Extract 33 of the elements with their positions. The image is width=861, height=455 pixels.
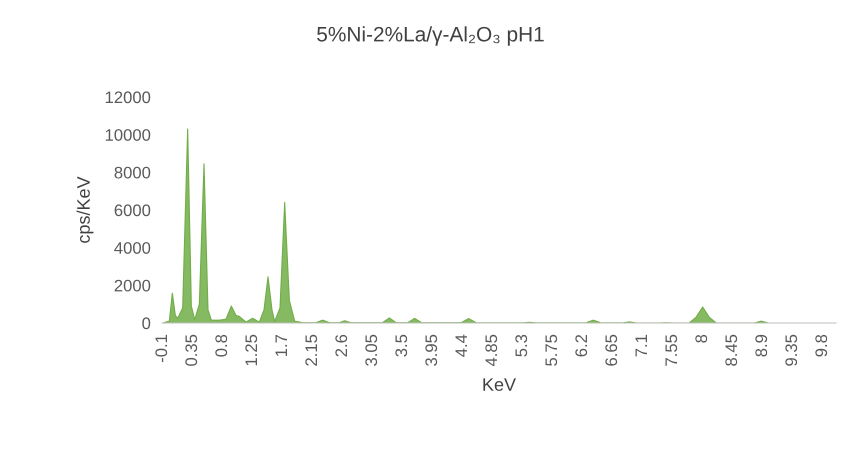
y-tick-label: 2000 [114,280,150,292]
x-tick-label: 9.35 [785,334,798,366]
x-tick-label: 1.7 [276,334,287,356]
x-tick-label: 4.4 [456,334,467,357]
y-tick-label: 4000 [114,242,150,254]
x-tick-label: 8 [695,334,708,343]
x-tick-label: 1.25 [245,334,258,366]
y-tick-label: 10000 [106,129,150,141]
y-tick-label: 6000 [114,204,150,216]
x-tick-label: 4.85 [485,334,498,366]
x-axis-title: KeV [483,378,516,391]
x-tick-label: 5.3 [515,334,528,357]
x-tick-label: 5.75 [546,334,558,366]
x-tick-label: 2.15 [305,334,318,366]
x-tick-label: 3.95 [425,334,438,366]
x-tick-label: 0.8 [215,334,228,357]
x-tick-label: 7.55 [666,334,678,366]
chart-title: 5%Ni-2%La/γ-Al₂O₃ pH1 [317,26,544,46]
x-tick-label: 6.2 [575,334,588,356]
y-tick-label: 8000 [114,166,150,179]
x-tick-label: 8.45 [725,334,738,366]
y-tick-label: 12000 [106,91,150,104]
x-tick-label: 9.8 [815,334,828,356]
x-tick-label: 3.5 [395,334,408,357]
x-tick-label: 0.35 [185,334,198,366]
y-axis-title: cps/KeV [76,176,94,243]
x-tick-label: 2.6 [335,334,348,356]
x-tick-label: 8.9 [755,334,768,357]
x-tick-label: -0.1 [155,334,168,362]
x-tick-label: 3.05 [365,334,378,366]
x-tick-label: 7.1 [636,334,647,356]
x-tick-label: 6.65 [605,334,618,366]
y-tick-label: 0 [142,317,150,330]
